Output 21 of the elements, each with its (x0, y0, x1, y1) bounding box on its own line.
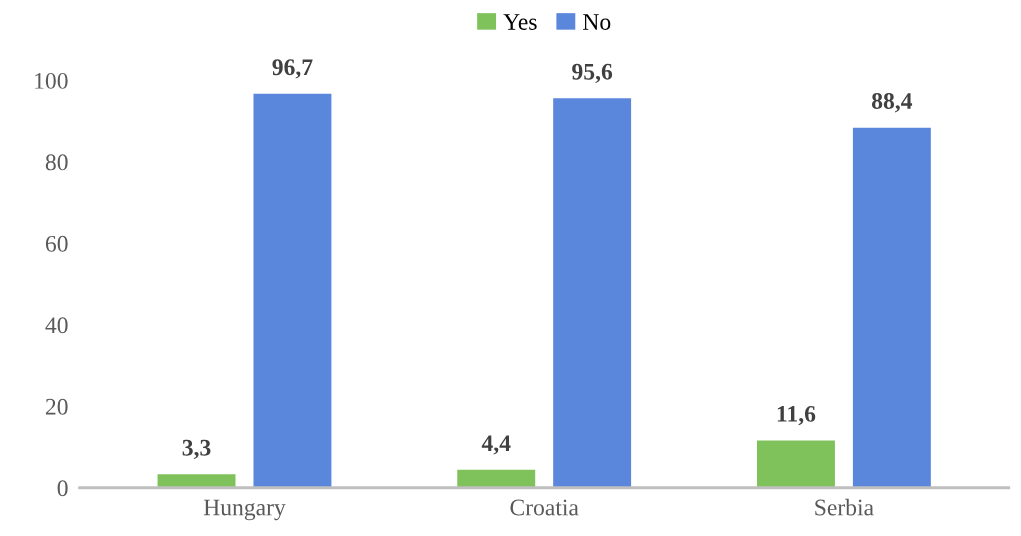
x-tick-label: Hungary (203, 499, 286, 521)
data-label: 95,6 (572, 63, 613, 84)
bar (852, 127, 931, 488)
data-label: 96,7 (272, 59, 313, 79)
legend-label: No (583, 14, 611, 30)
y-tick-label: 0 (57, 480, 68, 497)
x-tick-label: Croatia (510, 499, 579, 516)
bar (553, 98, 632, 488)
data-label: 11,6 (777, 405, 816, 426)
bar (756, 440, 835, 488)
data-label: 4,4 (481, 435, 511, 455)
data-label: 88,4 (871, 93, 913, 113)
y-tick-label: 20 (45, 398, 68, 415)
x-tick-label: Serbia (815, 498, 874, 516)
bar (253, 93, 332, 488)
legend-label: Yes (503, 14, 537, 30)
y-tick-label: 80 (45, 154, 68, 171)
data-label: 3,3 (182, 439, 211, 460)
y-tick-label: 40 (45, 317, 68, 334)
y-tick-label: 100 (35, 72, 68, 89)
y-tick-label: 60 (45, 235, 68, 252)
